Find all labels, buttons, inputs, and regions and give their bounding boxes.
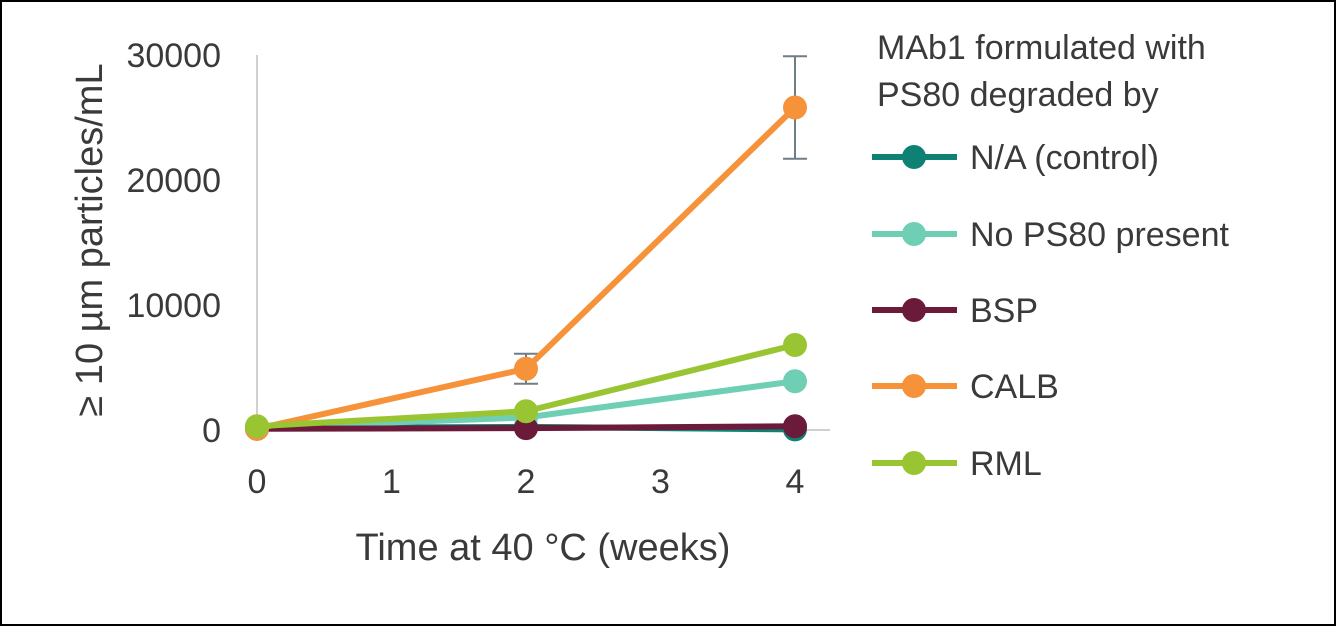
legend-label: BSP: [970, 292, 1038, 330]
x-tick-label: 0: [248, 463, 267, 501]
y-tick-labels: 0 10000 20000 30000: [126, 37, 221, 450]
legend-item: CALB: [872, 368, 1059, 406]
x-tick-label: 3: [651, 463, 670, 501]
legend-swatch-marker: [902, 298, 926, 322]
legend-swatch-marker: [902, 451, 926, 475]
data-point: [514, 399, 538, 424]
data-point: [783, 333, 807, 357]
y-tick-label: 20000: [126, 162, 221, 200]
x-axis-label: Time at 40 °C (weeks): [356, 527, 731, 569]
y-tick-label: 0: [202, 412, 221, 450]
legend-swatch-marker: [902, 222, 926, 246]
legend-item: N/A (control): [872, 139, 1159, 177]
data-point: [783, 369, 807, 394]
data-point: [245, 414, 269, 439]
y-tick-label: 30000: [126, 37, 221, 75]
data-point: [514, 356, 538, 381]
x-tick-label: 2: [517, 463, 536, 501]
y-tick-label: 10000: [126, 287, 221, 325]
data-point: [783, 95, 807, 120]
data-point: [783, 414, 807, 439]
legend-items: N/A (control) No PS80 present BSP CALB RML: [872, 139, 1229, 483]
y-axis-label: ≥ 10 µm particles/mL: [69, 63, 111, 416]
series-4: [245, 333, 807, 439]
legend-title-line-2: PS80 degraded by: [877, 76, 1159, 114]
legend-swatch-marker: [902, 145, 926, 169]
x-tick-label: 1: [382, 463, 401, 501]
x-tick-label: 4: [786, 463, 805, 501]
legend-label: CALB: [970, 368, 1059, 406]
legend-title-line-1: MAb1 formulated with: [877, 29, 1206, 67]
series-group: [245, 95, 807, 442]
data-point: [514, 416, 538, 441]
legend-label: N/A (control): [970, 139, 1159, 177]
legend-item: RML: [872, 445, 1042, 483]
legend-item: BSP: [872, 292, 1038, 330]
legend-item: No PS80 present: [872, 216, 1229, 254]
legend: MAb1 formulated with PS80 degraded by N/…: [872, 29, 1229, 483]
legend-label: No PS80 present: [970, 216, 1229, 254]
legend-swatch-marker: [902, 374, 926, 398]
x-tick-labels: 0 1 2 3 4: [248, 463, 805, 501]
legend-label: RML: [970, 445, 1042, 483]
axes: [256, 55, 830, 431]
